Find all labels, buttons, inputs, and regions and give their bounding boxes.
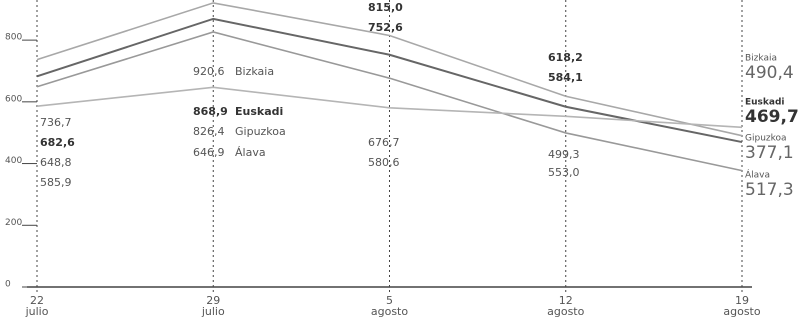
legend-label: Bizkaia: [745, 54, 777, 64]
value-label: 868,9: [193, 105, 228, 118]
value-label: 517,3: [745, 180, 794, 200]
value-label: 682,6: [40, 136, 75, 149]
series-label: Gipuzkoa: [235, 125, 286, 138]
x-tick-label: 12 agosto: [547, 294, 584, 318]
x-tick-label: 22 julio: [25, 294, 49, 318]
x-tick-label: 19 agosto: [723, 294, 760, 318]
series-label: Euskadi: [235, 105, 283, 118]
x-tick-label-line: agosto: [547, 305, 584, 318]
value-label: 920,6: [193, 65, 225, 78]
value-label: 736,7: [40, 116, 72, 129]
x-tick-label-line: 12: [559, 294, 573, 307]
x-tick-label-line: agosto: [723, 305, 760, 318]
series-label: Álava: [235, 146, 266, 159]
legend-label: Álava: [745, 169, 770, 181]
value-label: 584,1: [548, 71, 583, 84]
x-tick-label-line: 19: [735, 294, 749, 307]
y-tick-label: 800: [5, 33, 22, 43]
legend-label: Gipuzkoa: [745, 134, 787, 144]
x-tick-label-line: agosto: [371, 305, 408, 318]
y-tick-label: 600: [5, 94, 22, 104]
value-label: 676,7: [368, 136, 400, 149]
x-tick-label-line: julio: [25, 305, 49, 318]
line: [36, 31, 743, 172]
value-label: 377,1: [745, 143, 794, 163]
y-tick-label: 0: [5, 280, 11, 290]
x-tick-label: 5 agosto: [371, 294, 408, 318]
y-tick-label: 200: [5, 218, 22, 228]
value-label: 553,0: [548, 166, 580, 179]
value-label: 646,9: [193, 146, 225, 159]
x-tick-label-line: 22: [30, 294, 44, 307]
value-label: 752,6: [368, 21, 403, 34]
line: [36, 86, 743, 129]
value-label: 499,3: [548, 148, 580, 161]
x-tick-label: 29 julio: [201, 294, 225, 318]
value-label: 585,9: [40, 176, 72, 189]
value-label: 826,4: [193, 125, 225, 138]
series-label: Bizkaia: [235, 65, 274, 78]
value-label: 469,7: [745, 107, 799, 127]
y-tick-label: 400: [5, 156, 22, 166]
legend-label: Euskadi: [745, 98, 785, 108]
value-label: 490,4: [745, 63, 794, 83]
x-tick-label-line: julio: [201, 305, 225, 318]
value-label: 580,6: [368, 156, 400, 169]
value-label: 815,0: [368, 1, 403, 14]
value-label: 618,2: [548, 51, 583, 64]
x-tick-label-line: 5: [386, 294, 393, 307]
value-label: 648,8: [40, 156, 72, 169]
line: [36, 2, 743, 137]
line: [36, 17, 743, 144]
x-tick-label-line: 29: [206, 294, 220, 307]
